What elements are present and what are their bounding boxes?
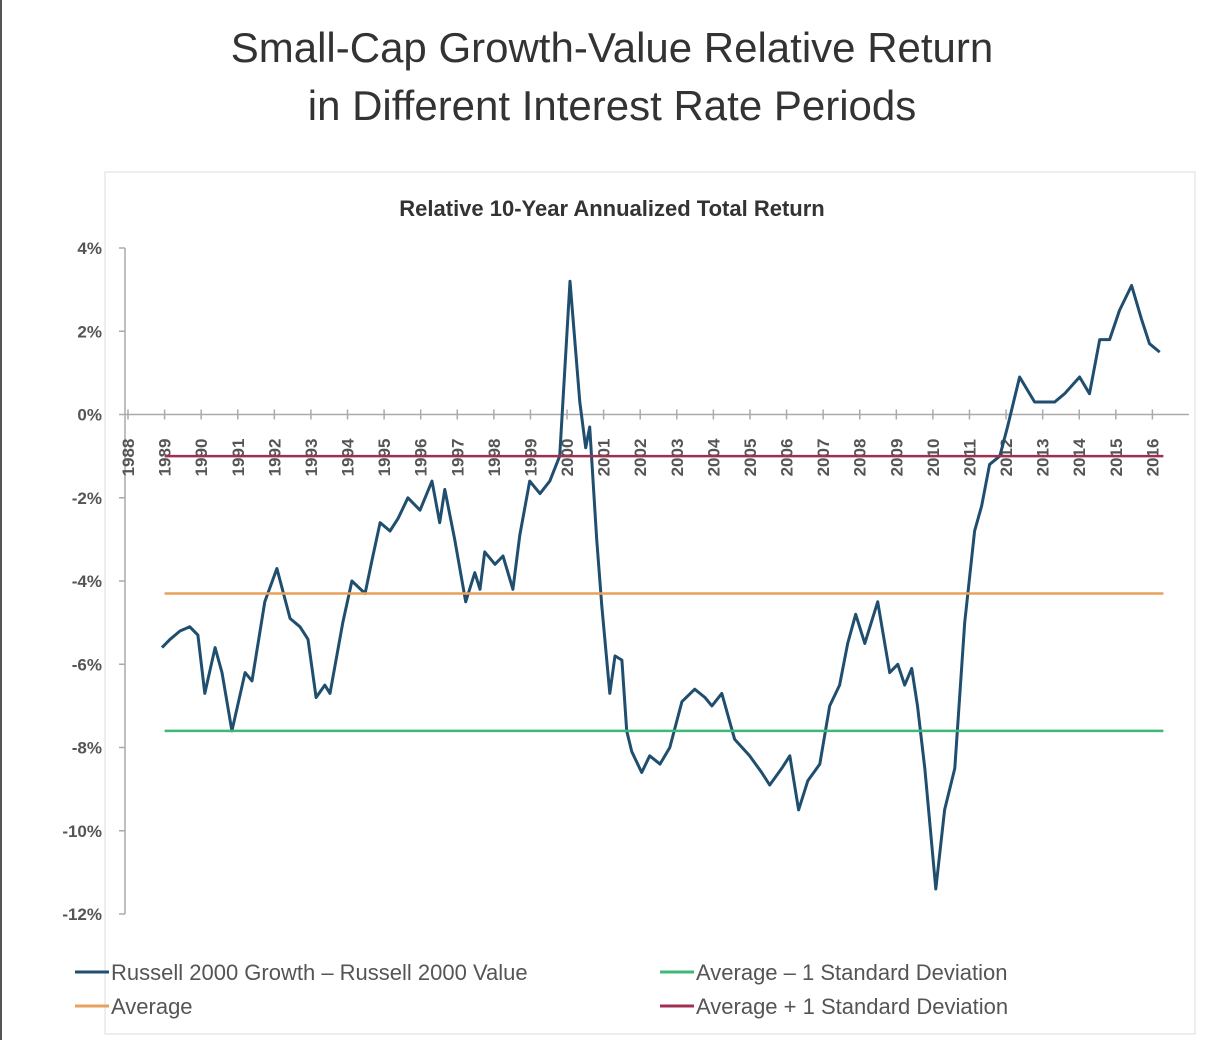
y-tick-label: 4% — [77, 239, 102, 258]
x-tick-label: 2013 — [1034, 439, 1053, 477]
x-tick-label: 2006 — [778, 439, 797, 477]
x-tick-label: 2009 — [887, 439, 906, 477]
chart-title: Small-Cap Growth-Value Relative Return in… — [231, 24, 994, 129]
y-tick-label: -6% — [72, 655, 102, 674]
x-tick-label: 1999 — [521, 439, 540, 477]
y-tick-label: -12% — [62, 905, 102, 924]
x-tick-label: 2007 — [814, 439, 833, 477]
chart-subtitle: Relative 10-Year Annualized Total Return — [399, 196, 824, 221]
legend-label: Russell 2000 Growth – Russell 2000 Value — [111, 960, 528, 985]
chart-frame — [104, 171, 1196, 1035]
y-tick-label: 2% — [77, 322, 102, 341]
x-tick-label: 2010 — [924, 439, 943, 477]
y-tick-label: 0% — [77, 406, 102, 425]
x-tick-label: 1996 — [412, 439, 431, 477]
x-tick-label: 1991 — [229, 439, 248, 477]
x-tick-label: 2000 — [558, 439, 577, 477]
x-tick-label: 1992 — [265, 439, 284, 477]
x-tick-label: 2008 — [851, 439, 870, 477]
x-tick-label: 1990 — [192, 439, 211, 477]
x-tick-label: 1993 — [302, 439, 321, 477]
x-tick-label: 1989 — [156, 439, 175, 477]
x-tick-label: 1997 — [448, 439, 467, 477]
edge — [0, 0, 2, 1040]
legend-label: Average — [111, 994, 193, 1019]
x-tick-label: 2016 — [1143, 439, 1162, 477]
legend-label: Average + 1 Standard Deviation — [696, 994, 1008, 1019]
legend-label: Average – 1 Standard Deviation — [696, 960, 1007, 985]
x-tick-label: 2015 — [1107, 439, 1126, 477]
x-tick-label: 2002 — [631, 439, 650, 477]
x-tick-label: 1995 — [375, 439, 394, 477]
x-tick-label: 1988 — [119, 439, 138, 477]
x-tick-label: 2003 — [668, 439, 687, 477]
x-tick-label: 1998 — [485, 439, 504, 477]
y-tick-label: -8% — [72, 739, 102, 758]
x-tick-label: 2011 — [960, 439, 979, 476]
y-tick-label: -2% — [72, 489, 102, 508]
y-tick-label: -4% — [72, 572, 102, 591]
x-tick-label: 2001 — [595, 439, 614, 477]
y-tick-label: -10% — [62, 822, 102, 841]
x-tick-label: 2005 — [741, 439, 760, 477]
